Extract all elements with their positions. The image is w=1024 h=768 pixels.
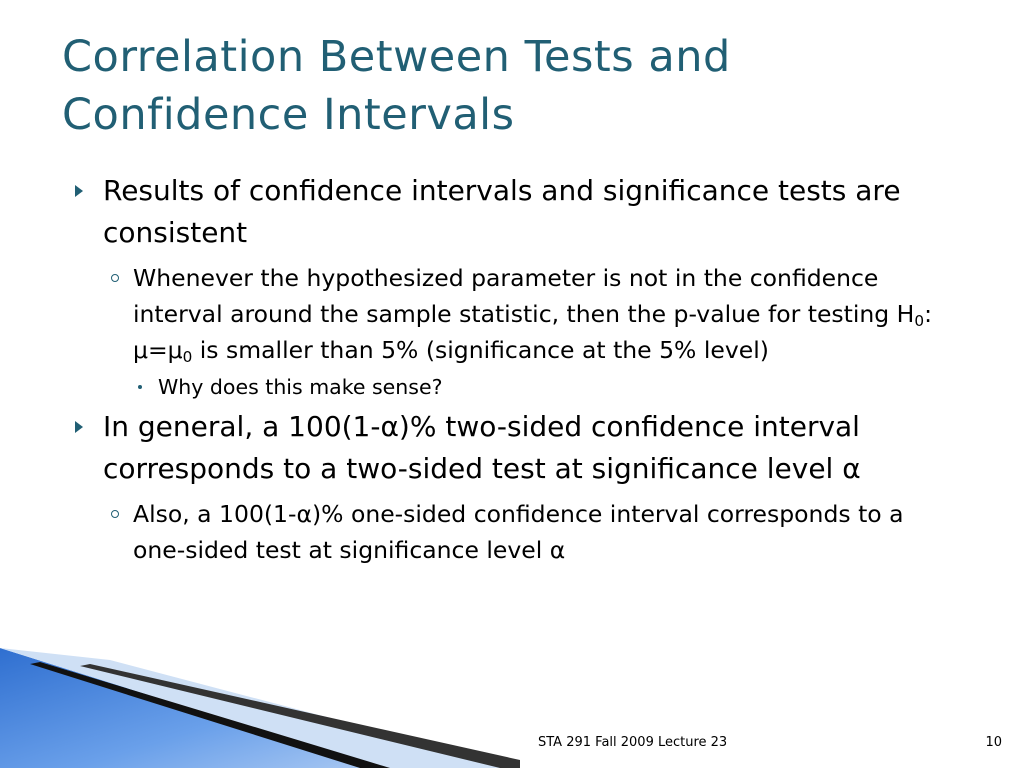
bullet-list: Results of confidence intervals and sign… xyxy=(0,166,1024,568)
bullet-item: Why does this make sense? xyxy=(138,372,918,402)
bullet-text: Why does this make sense? xyxy=(158,375,443,399)
bullet-item: Also, a 100(1-α)% one-sided confidence i… xyxy=(111,496,933,568)
bullet-text: Results of confidence intervals and sign… xyxy=(103,174,901,249)
bullet-marker xyxy=(75,185,83,197)
bullet-marker xyxy=(75,421,83,433)
footer: STA 291 Fall 2009 Lecture 23 xyxy=(538,735,728,750)
bullet-text: Whenever the hypothesized parameter is n… xyxy=(133,264,932,364)
bullet-marker xyxy=(138,385,142,389)
subscript: 0 xyxy=(914,311,925,330)
bullet-text: In general, a 100(1-α)% two-sided confid… xyxy=(103,410,861,485)
text-run: is smaller than 5% (significance at the … xyxy=(192,336,769,364)
slide-title: Correlation Between Tests and Confidence… xyxy=(62,32,731,140)
swoosh-line xyxy=(30,662,390,768)
bullet-marker xyxy=(111,274,119,282)
bullet-text: Also, a 100(1-α)% one-sided confidence i… xyxy=(133,500,904,564)
bullet-item: Results of confidence intervals and sign… xyxy=(75,170,933,402)
subscript: 0 xyxy=(182,347,193,366)
swoosh-line-2 xyxy=(80,664,520,768)
bullet-marker xyxy=(111,510,119,518)
bullet-item: Whenever the hypothesized parameter is n… xyxy=(111,260,933,402)
page-number: 10 xyxy=(985,735,1002,750)
text-run: Whenever the hypothesized parameter is n… xyxy=(133,264,915,328)
text-run: : μ=μ xyxy=(133,300,932,364)
bullet-item: In general, a 100(1-α)% two-sided confid… xyxy=(75,406,933,568)
